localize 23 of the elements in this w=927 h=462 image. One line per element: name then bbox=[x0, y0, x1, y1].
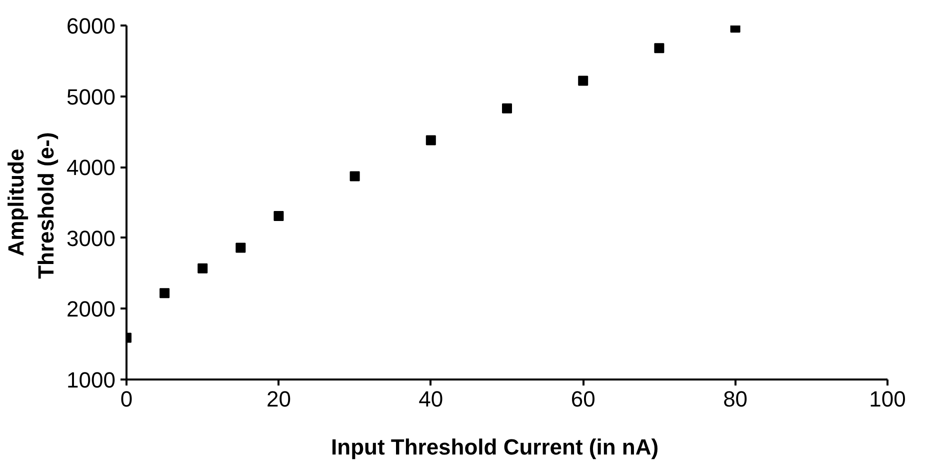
x-tick-label: 80 bbox=[723, 386, 748, 412]
point bbox=[160, 288, 170, 298]
x-tick-label: 20 bbox=[266, 386, 291, 412]
x-tick-label: 60 bbox=[570, 386, 596, 412]
point bbox=[350, 171, 360, 182]
x-axis-title: Input Threshold Current (in nA) bbox=[331, 434, 659, 460]
y-tick-label: 2000 bbox=[66, 296, 116, 322]
y-tick-label: 5000 bbox=[66, 84, 116, 110]
point bbox=[654, 43, 664, 54]
y-tick-label: 4000 bbox=[66, 155, 116, 180]
point bbox=[426, 135, 436, 146]
x-tick-label: 40 bbox=[418, 386, 444, 412]
x-tick-label: 100 bbox=[869, 386, 906, 412]
point bbox=[198, 263, 208, 274]
point bbox=[502, 103, 512, 114]
y-tick-label: 3000 bbox=[66, 226, 116, 251]
point bbox=[274, 210, 284, 221]
point bbox=[578, 76, 588, 86]
x-tick-label: 0 bbox=[120, 386, 133, 412]
point bbox=[236, 242, 246, 253]
y-tick-label: 1000 bbox=[66, 368, 116, 392]
y-tick-label: 6000 bbox=[66, 14, 116, 38]
y-axis-title: Amplitude Threshold (e-) bbox=[4, 132, 59, 279]
